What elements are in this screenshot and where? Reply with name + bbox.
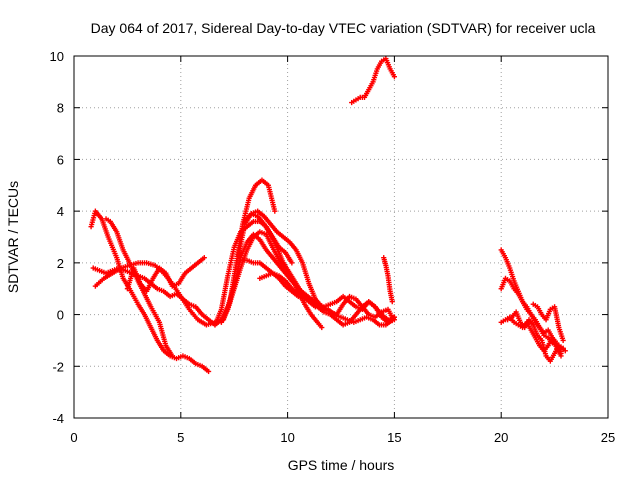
y-tick-label-7: 10	[50, 49, 64, 64]
x-tick-label-4: 20	[494, 430, 508, 445]
series-track-11	[238, 257, 397, 328]
y-tick-label-1: -2	[52, 359, 64, 374]
series-track-17	[505, 309, 566, 364]
plot-frame	[73, 55, 609, 419]
series-track-18	[530, 301, 566, 344]
series-track-12	[349, 55, 397, 106]
x-tick-label-3: 15	[387, 430, 401, 445]
series-track-13	[381, 255, 395, 305]
series-track-5	[124, 255, 207, 294]
y-tick-label-4: 4	[57, 204, 64, 219]
y-tick-label-6: 8	[57, 101, 64, 116]
axis-ticks: -4 -2 0 2 4 6 8 10 0 5 10 15 20 25	[50, 49, 616, 445]
x-tick-label-1: 5	[177, 430, 184, 445]
y-tick-label-3: 2	[57, 256, 64, 271]
chart-title: Day 064 of 2017, Sidereal Day-to-day VTE…	[91, 20, 596, 36]
x-tick-label-5: 25	[601, 430, 615, 445]
y-tick-label-2: 0	[57, 308, 64, 323]
data-series	[88, 55, 568, 375]
y-tick-label-0: -4	[52, 411, 64, 426]
y-tick-label-5: 6	[57, 152, 64, 167]
x-axis-label: GPS time / hours	[288, 457, 395, 473]
y-axis-label: SDTVAR / TECUs	[5, 181, 21, 293]
x-tick-label-2: 10	[280, 430, 294, 445]
x-tick-label-0: 0	[70, 430, 77, 445]
